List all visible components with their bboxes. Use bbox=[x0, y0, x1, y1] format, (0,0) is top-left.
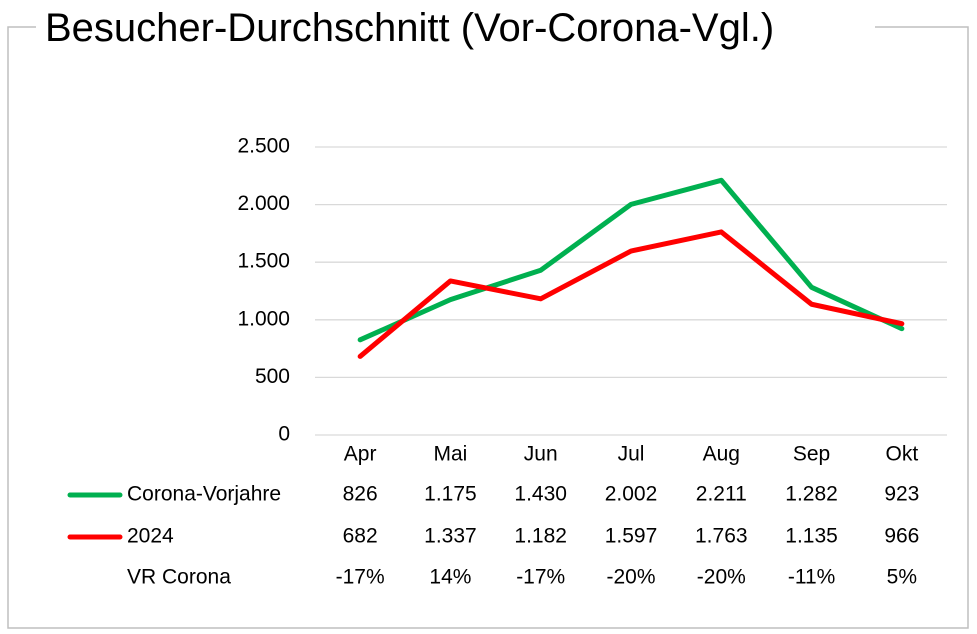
table-cell: 923 bbox=[884, 483, 919, 506]
table-cell: -20% bbox=[606, 566, 655, 589]
table-cell: 1.337 bbox=[424, 525, 477, 548]
y-tick-label: 1.500 bbox=[237, 250, 290, 273]
series-line bbox=[357, 229, 905, 359]
table-cell: 14% bbox=[429, 566, 471, 589]
legend-label: VR Corona bbox=[127, 566, 231, 589]
x-tick-label: Sep bbox=[793, 443, 830, 466]
table-cell: 682 bbox=[343, 525, 378, 548]
series-line bbox=[357, 177, 905, 343]
y-tick-label: 2.500 bbox=[237, 135, 290, 158]
table-cell: 1.175 bbox=[424, 483, 477, 506]
table-cell: -17% bbox=[336, 566, 385, 589]
x-tick-label: Jul bbox=[618, 443, 645, 466]
table-cell: 2.211 bbox=[696, 483, 747, 506]
table-cell: -20% bbox=[697, 566, 746, 589]
table-cell: 1.135 bbox=[785, 525, 838, 548]
table-cell: 5% bbox=[887, 566, 917, 589]
x-tick-label: Mai bbox=[434, 443, 468, 466]
y-tick-label: 1.000 bbox=[237, 307, 290, 330]
table-cell: 1.282 bbox=[785, 483, 838, 506]
table-cell: 1.597 bbox=[605, 525, 658, 548]
x-tick-label: Aug bbox=[703, 443, 740, 466]
table-cell: 1.182 bbox=[514, 525, 567, 548]
table-cell: 2.002 bbox=[605, 483, 658, 506]
y-tick-label: 2.000 bbox=[237, 192, 290, 215]
x-tick-label: Apr bbox=[344, 443, 377, 466]
table-cell: -11% bbox=[788, 566, 835, 589]
y-tick-label: 0 bbox=[278, 423, 290, 446]
x-tick-label: Jun bbox=[524, 443, 558, 466]
y-tick-label: 500 bbox=[255, 365, 290, 388]
legend-label: 2024 bbox=[127, 525, 174, 548]
legend-label: Corona-Vorjahre bbox=[127, 483, 281, 506]
table-cell: -17% bbox=[516, 566, 565, 589]
table-cell: 1.430 bbox=[514, 483, 567, 506]
chart-border bbox=[7, 26, 969, 629]
chart-title: Besucher-Durchschnitt (Vor-Corona-Vgl.) bbox=[45, 6, 774, 50]
x-tick-label: Okt bbox=[886, 443, 919, 466]
table-cell: 826 bbox=[343, 483, 378, 506]
table-cell: 966 bbox=[884, 525, 919, 548]
table-cell: 1.763 bbox=[695, 525, 748, 548]
